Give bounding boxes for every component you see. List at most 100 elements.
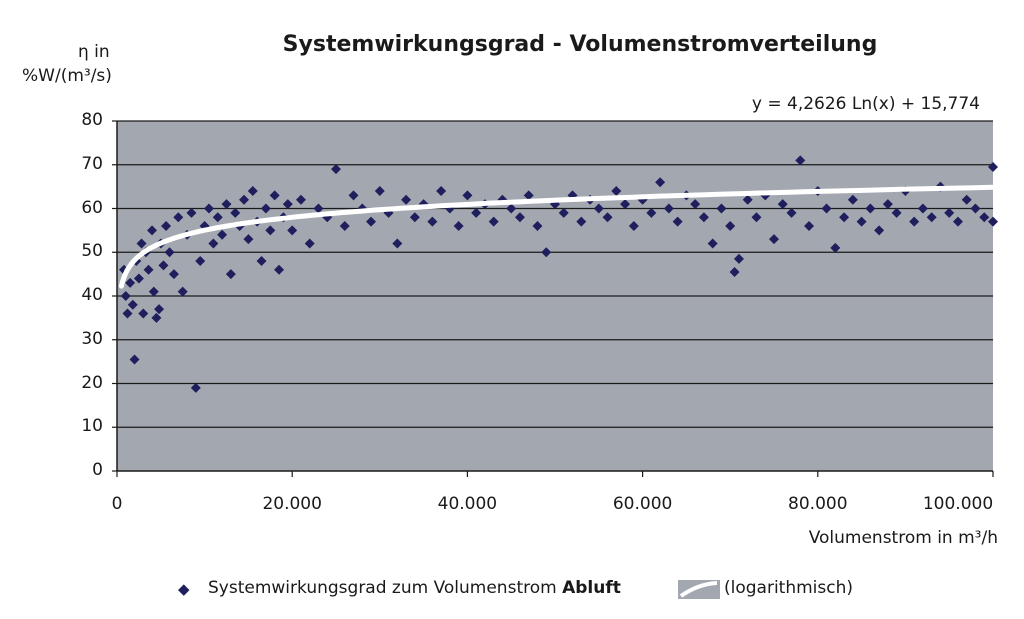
data-point <box>313 203 324 214</box>
data-point <box>287 225 298 236</box>
data-point <box>769 234 779 245</box>
data-point <box>136 238 147 249</box>
x-axis-label: Volumenstrom in m³/h <box>808 528 998 548</box>
data-point <box>208 238 219 249</box>
data-point <box>274 264 285 275</box>
y-axis-label-line1: η in <box>78 42 110 62</box>
y-tick-label: 40 <box>81 285 103 305</box>
data-point <box>830 242 841 253</box>
data-point <box>453 221 464 231</box>
data-point <box>742 194 753 205</box>
data-point <box>239 194 250 205</box>
data-point <box>186 207 197 218</box>
data-point <box>295 194 306 205</box>
data-point <box>127 299 138 310</box>
data-point <box>331 164 341 175</box>
y-tick-label: 30 <box>81 328 103 349</box>
data-point <box>523 190 534 201</box>
data-point <box>212 212 223 223</box>
data-point <box>427 216 438 227</box>
data-point <box>158 260 169 271</box>
data-point <box>541 247 552 258</box>
data-point <box>151 312 162 323</box>
data-point <box>133 273 144 284</box>
data-point <box>409 212 420 223</box>
data-point <box>392 238 403 249</box>
data-point <box>725 221 736 231</box>
data-point <box>663 203 674 214</box>
x-tick-label: 40.000 <box>437 494 498 514</box>
data-point <box>944 207 955 218</box>
data-point <box>532 221 543 231</box>
data-point <box>374 186 385 196</box>
trendline-equation: y = 4,2626 Ln(x) + 15,774 <box>751 94 980 114</box>
data-point <box>282 199 293 210</box>
data-point <box>847 194 858 205</box>
data-point <box>247 186 258 196</box>
legend-diamond-icon: ◆ <box>178 580 190 598</box>
data-point <box>366 216 377 227</box>
data-point <box>190 382 201 393</box>
data-point <box>260 203 271 214</box>
data-point <box>839 212 850 223</box>
data-point <box>471 207 482 218</box>
data-point <box>751 212 762 223</box>
data-point <box>970 203 981 214</box>
data-point <box>979 212 990 223</box>
data-point <box>988 216 998 227</box>
data-point <box>164 247 175 258</box>
data-point <box>926 212 937 223</box>
data-point <box>514 212 525 223</box>
data-point <box>177 286 188 297</box>
x-tick-label: 60.000 <box>612 494 673 514</box>
data-point <box>628 221 639 231</box>
data-point <box>304 238 315 249</box>
data-point <box>217 229 228 240</box>
data-point <box>148 286 159 297</box>
legend-trendline-icon <box>678 580 720 599</box>
data-point <box>672 216 683 227</box>
data-point <box>195 256 206 266</box>
data-point <box>716 203 727 214</box>
data-point <box>436 186 447 196</box>
data-point <box>865 203 876 214</box>
data-point <box>856 216 867 227</box>
data-point <box>576 216 587 227</box>
data-point <box>611 186 622 196</box>
data-point <box>882 199 893 210</box>
data-point <box>225 269 236 280</box>
data-point <box>988 161 998 172</box>
x-tick-label: 20.000 <box>262 494 322 514</box>
data-point <box>161 221 172 231</box>
data-point <box>143 264 154 275</box>
y-tick-label: 50 <box>81 241 103 262</box>
data-point <box>203 203 214 214</box>
data-point <box>147 225 158 236</box>
data-point <box>125 277 136 288</box>
data-point <box>339 221 350 231</box>
y-tick-label: 60 <box>81 197 103 218</box>
data-point <box>733 253 744 264</box>
data-point <box>917 203 928 214</box>
axes <box>112 120 994 477</box>
data-point <box>707 238 718 249</box>
legend-scatter-label-plain: Systemwirkungsgrad zum Volumenstrom <box>208 578 563 598</box>
y-tick-label: 10 <box>81 416 103 437</box>
data-point <box>221 199 232 210</box>
data-point <box>795 155 806 166</box>
y-tick-label: 20 <box>81 372 103 393</box>
y-tick-label: 70 <box>81 153 103 174</box>
data-point <box>874 225 885 236</box>
data-point <box>506 203 517 214</box>
data-point <box>961 194 972 205</box>
data-point <box>804 221 815 231</box>
x-tick-label: 100.000 <box>922 494 994 514</box>
data-point <box>401 194 412 205</box>
data-point <box>243 234 254 245</box>
y-axis-label-line2: %W/(m³/s) <box>22 66 112 86</box>
data-point <box>256 256 267 266</box>
data-point <box>891 207 902 218</box>
data-point <box>821 203 832 214</box>
x-tick-label: 0 <box>111 494 123 514</box>
